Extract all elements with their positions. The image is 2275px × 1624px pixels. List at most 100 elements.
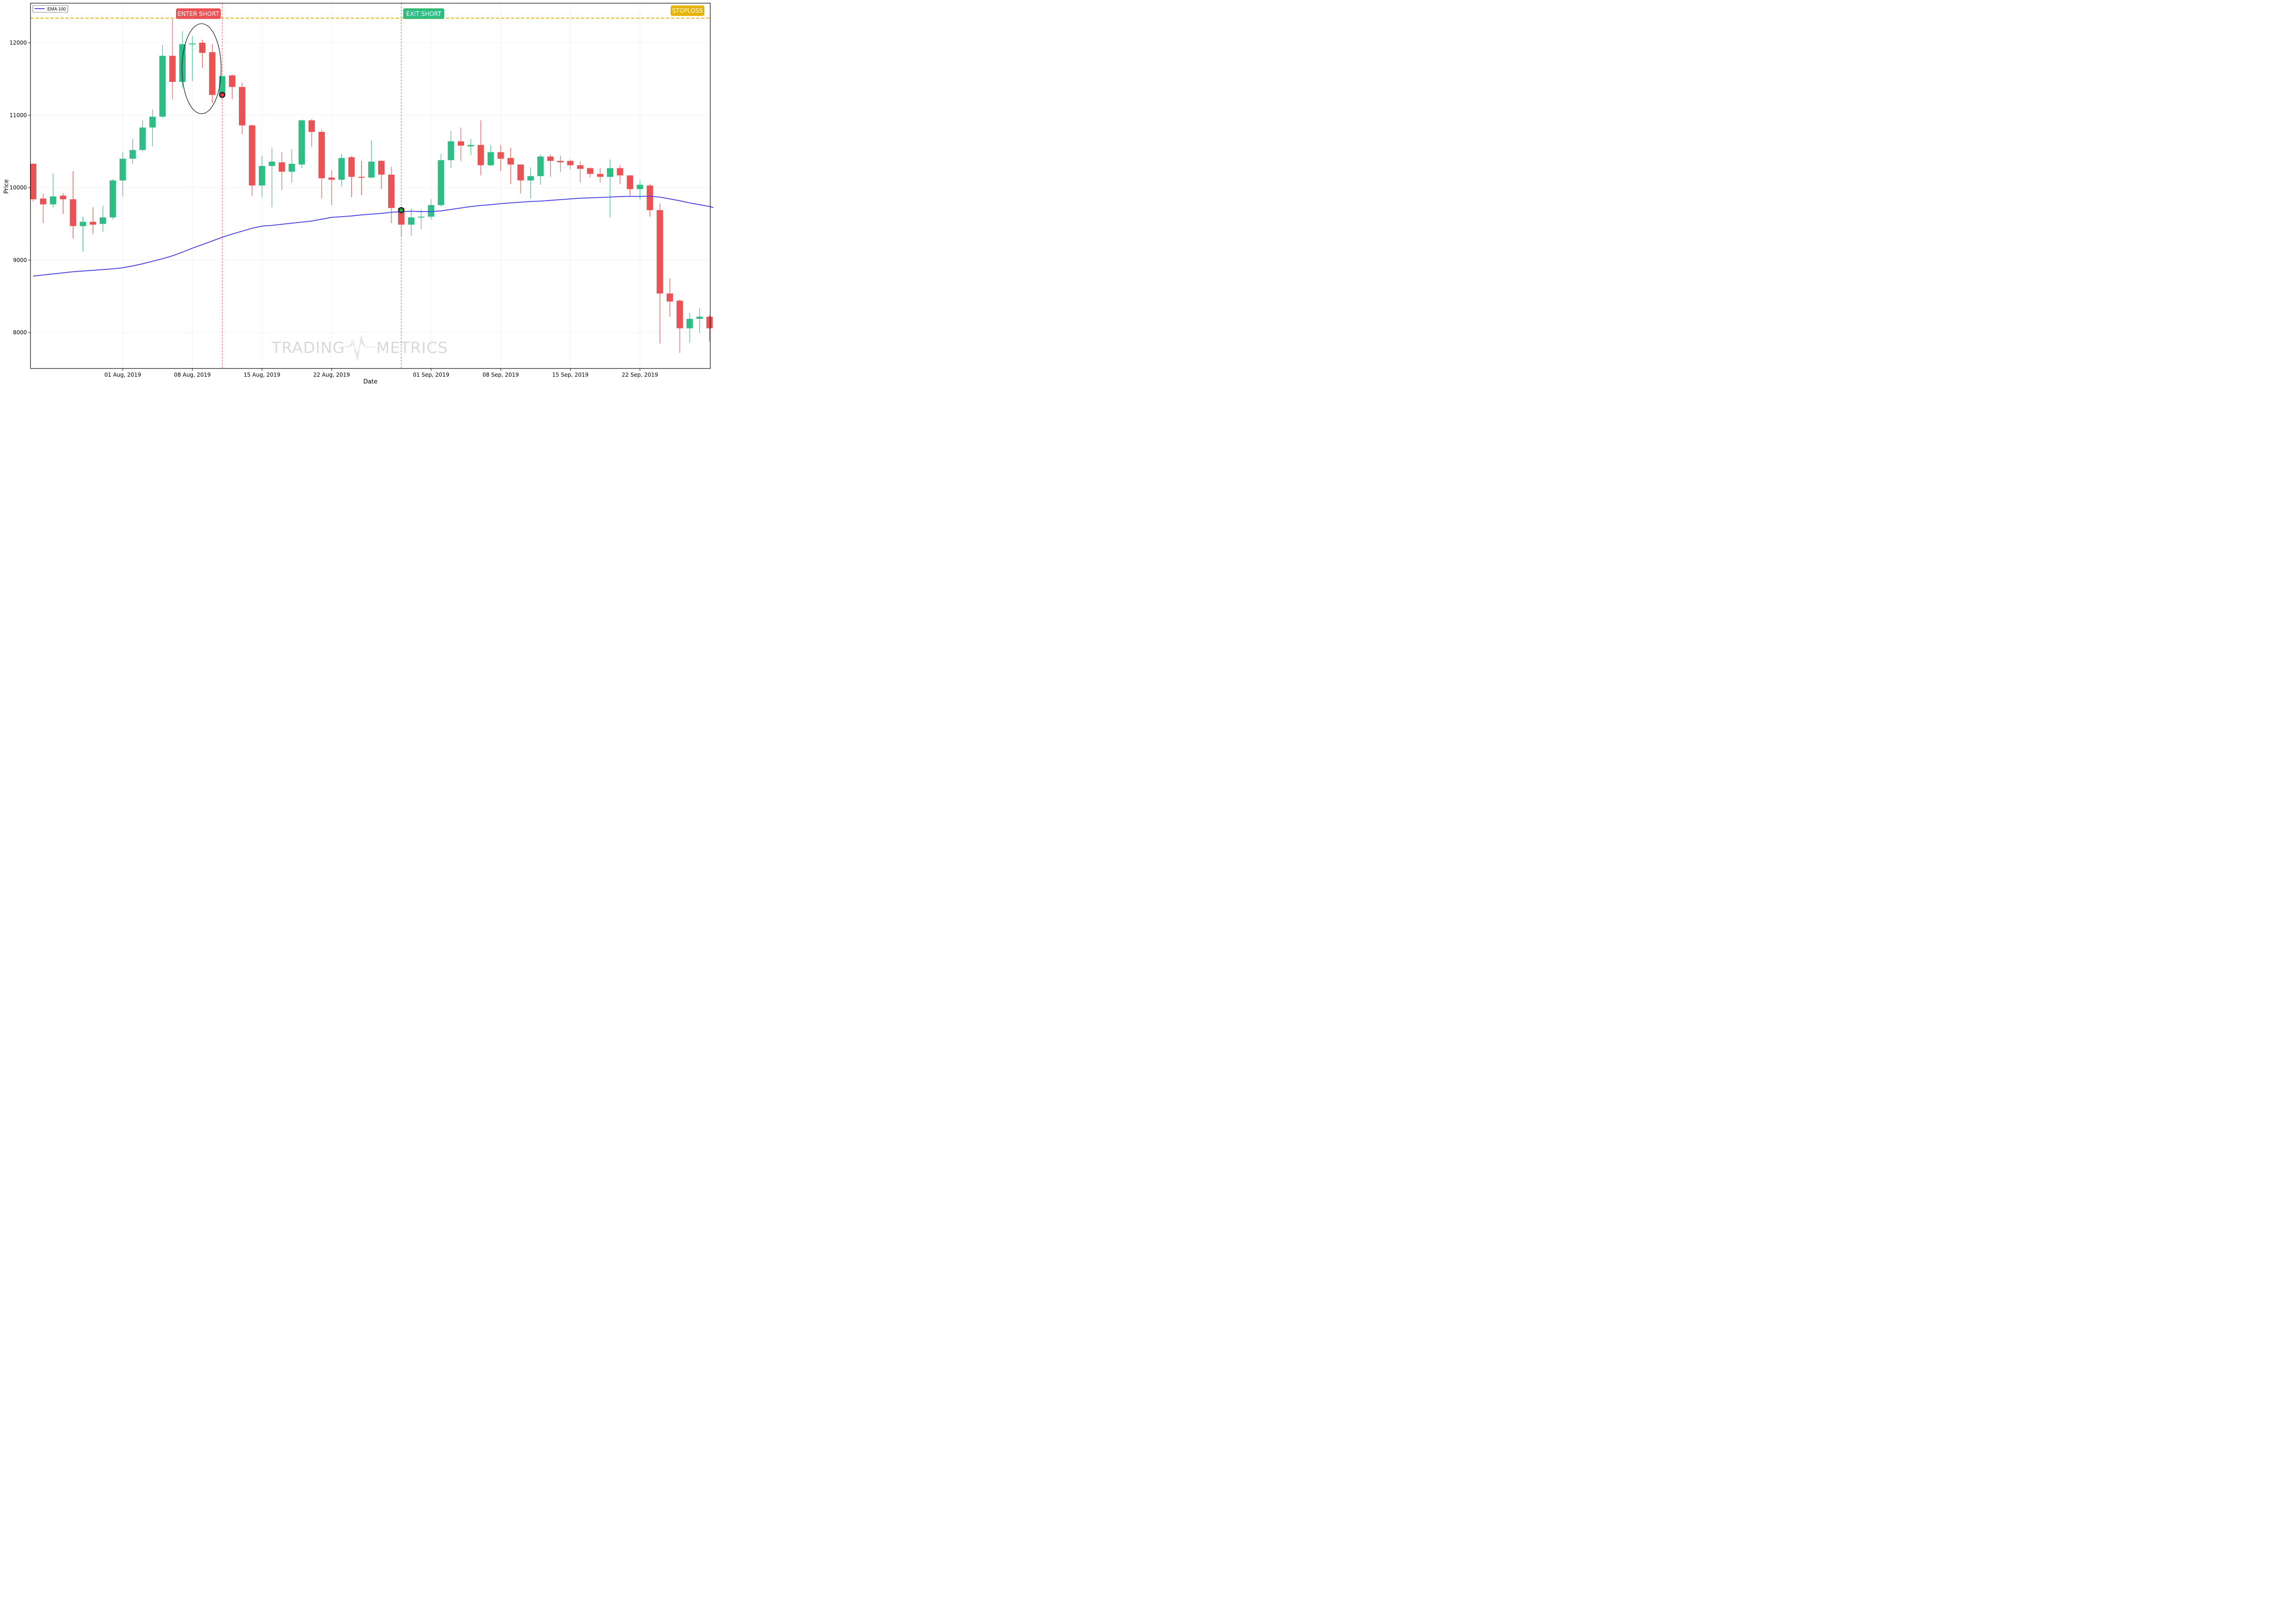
candle-body [60, 196, 66, 200]
candle-body [209, 52, 216, 95]
candle [497, 145, 504, 171]
candle [467, 139, 474, 155]
candle [30, 163, 36, 202]
candle-body [617, 168, 623, 176]
candle-body [199, 43, 206, 53]
candle [448, 131, 455, 168]
exit-short-tag-label: EXIT SHORT [406, 11, 441, 18]
candles [30, 19, 713, 353]
candle [199, 40, 206, 68]
candle-body [627, 175, 633, 189]
candle [268, 147, 275, 207]
candle [597, 168, 604, 183]
candle [527, 167, 534, 199]
candle [328, 170, 335, 205]
candle [567, 159, 574, 170]
candle [40, 193, 46, 223]
candle-body [438, 160, 445, 205]
stoploss-tag-box [671, 5, 704, 16]
candle-body [278, 162, 285, 172]
x-tick-label: 01 Aug, 2019 [104, 372, 141, 378]
candle-body [229, 75, 236, 87]
y-tick-label: 9000 [13, 257, 27, 263]
y-tick-label: 8000 [13, 329, 27, 336]
candle [577, 161, 584, 183]
candle-body [517, 164, 524, 181]
x-axis: 01 Aug, 2019 08 Aug, 2019 15 Aug, 2019 22 A… [104, 368, 658, 378]
candle-body [527, 176, 534, 181]
x-tick-label: 08 Sep, 2019 [482, 372, 519, 378]
annotation-tags: ENTER SHORT EXIT SHORT STOPLOSS [176, 5, 704, 19]
candle-body [647, 185, 653, 210]
candle [428, 199, 435, 220]
candle [90, 207, 96, 234]
x-tick-label: 15 Aug, 2019 [243, 372, 280, 378]
candle-body [557, 161, 564, 162]
y-tick-label: 10000 [10, 185, 27, 191]
candle-body [408, 217, 415, 225]
candle [667, 278, 673, 317]
candle-body [268, 161, 275, 166]
y-tick-label: 12000 [10, 40, 27, 46]
candle-body [338, 158, 345, 180]
candle [647, 184, 653, 217]
candle [676, 299, 683, 353]
candle [248, 125, 255, 196]
candle [129, 138, 136, 164]
x-tick-label: 01 Sep, 2019 [413, 372, 449, 378]
candle [80, 217, 86, 252]
y-axis-title: Price [3, 179, 10, 194]
candle [348, 156, 355, 197]
candle-body [308, 120, 315, 132]
candle-body [597, 174, 604, 177]
candle-body [119, 158, 126, 181]
candle-body [686, 318, 693, 328]
plot-frame [30, 3, 711, 369]
candle [696, 308, 703, 333]
x-tick-label: 15 Sep, 2019 [552, 372, 589, 378]
x-tick-label: 22 Aug, 2019 [313, 372, 350, 378]
candle [438, 153, 445, 207]
exit-short-tag-box [403, 8, 445, 19]
candle-body [50, 196, 56, 205]
candle-body [547, 156, 554, 161]
candle [657, 203, 663, 344]
candle-body [70, 199, 76, 227]
candle-body [239, 87, 246, 126]
candle [706, 315, 713, 342]
candle-body [258, 166, 265, 186]
candle-body [388, 174, 394, 208]
x-tick-label: 08 Aug, 2019 [174, 372, 211, 378]
candle-body [567, 161, 574, 166]
candle-body [30, 164, 36, 200]
candle [418, 209, 425, 229]
ema-100-polyline [33, 196, 713, 277]
candle-body [587, 168, 594, 174]
watermark-right-text: METRICS [376, 339, 448, 357]
legend: EMA 100 [32, 5, 68, 13]
candle [278, 152, 285, 190]
candle [487, 145, 494, 166]
enter-short-marker-icon [219, 91, 226, 98]
candle [288, 149, 295, 183]
candle [308, 119, 315, 147]
candle-body [378, 161, 385, 175]
candle [50, 173, 56, 207]
grid-lines [30, 3, 710, 368]
candle-body [109, 180, 116, 217]
candle-body [149, 116, 156, 128]
candle-body [706, 317, 713, 328]
watermark: TRADING METRICS [271, 335, 448, 361]
candle [239, 82, 246, 134]
candle [686, 313, 693, 343]
y-axis: 8000 9000 10000 11000 12000 [10, 40, 30, 336]
x-tick-label: 22 Sep, 2019 [622, 372, 658, 378]
candle [189, 36, 196, 81]
candle-body [467, 145, 474, 146]
candle [159, 45, 166, 118]
candle [229, 75, 236, 100]
x-axis-title: Date [363, 378, 377, 385]
candle-body [457, 141, 464, 146]
candle [100, 206, 106, 232]
candle [209, 44, 216, 103]
